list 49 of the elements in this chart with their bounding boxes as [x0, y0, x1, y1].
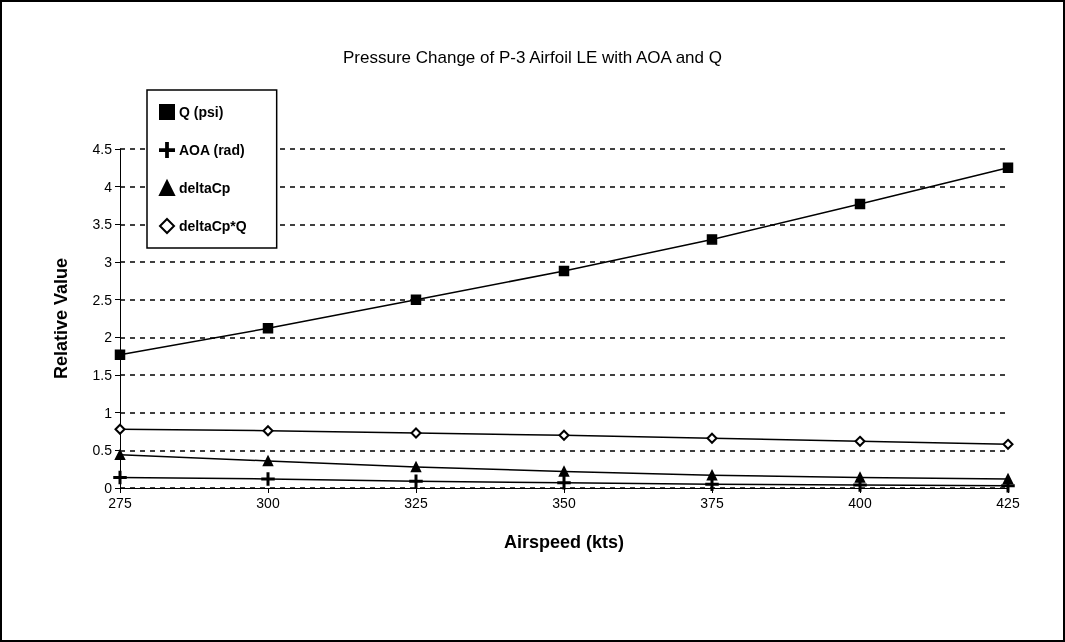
point [261, 472, 275, 486]
y-tick-label: 0 [104, 480, 113, 496]
y-tick-label: 4 [104, 178, 113, 195]
legend-label: deltaCp [179, 180, 231, 196]
y-tick-label: 3 [104, 254, 113, 270]
point [409, 474, 423, 488]
point [410, 427, 422, 439]
y-tick-label: 3.5 [92, 216, 113, 233]
y-tick-label: 2.5 [92, 291, 113, 308]
point [1002, 162, 1014, 174]
chart-title: Pressure Change of P-3 Airfoil LE with AOA and Q [343, 48, 722, 67]
y-tick-label: 1.5 [92, 367, 113, 383]
point [262, 323, 274, 334]
point [113, 470, 127, 485]
point [706, 432, 718, 444]
point [410, 294, 422, 305]
y-tick-label: 4.5 [92, 141, 113, 157]
point [262, 455, 274, 467]
point [557, 475, 571, 490]
point [854, 472, 866, 483]
x-tick-label: 375 [700, 495, 724, 511]
point [262, 425, 274, 437]
point [706, 234, 718, 245]
x-tick-label: 400 [848, 495, 872, 511]
legend-label: AOA (rad) [179, 142, 245, 158]
x-tick-label: 325 [404, 495, 428, 511]
point [1002, 473, 1014, 485]
point [114, 449, 126, 461]
x-tick-label: 425 [996, 495, 1020, 511]
point [114, 423, 126, 435]
x-tick-label: 300 [256, 495, 280, 511]
legend-label: Q (psi) [179, 104, 224, 120]
y-axis-title: Relative Value [51, 257, 71, 380]
y-tick-label: 1 [104, 404, 113, 421]
y-tick-label: 2 [104, 329, 113, 346]
point [706, 469, 718, 481]
point [1002, 438, 1014, 450]
x-tick-label: 275 [108, 495, 132, 511]
point [854, 198, 866, 210]
x-tick-label: 350 [552, 495, 576, 511]
point [558, 466, 570, 477]
point [558, 429, 570, 441]
legend-label: deltaCp*Q [179, 218, 247, 234]
y-tick-label: 0.5 [92, 442, 113, 459]
point [854, 435, 866, 447]
x-axis-title: Airspeed (kts) [503, 532, 625, 552]
point [558, 265, 570, 277]
point [114, 349, 126, 360]
point [410, 461, 422, 473]
